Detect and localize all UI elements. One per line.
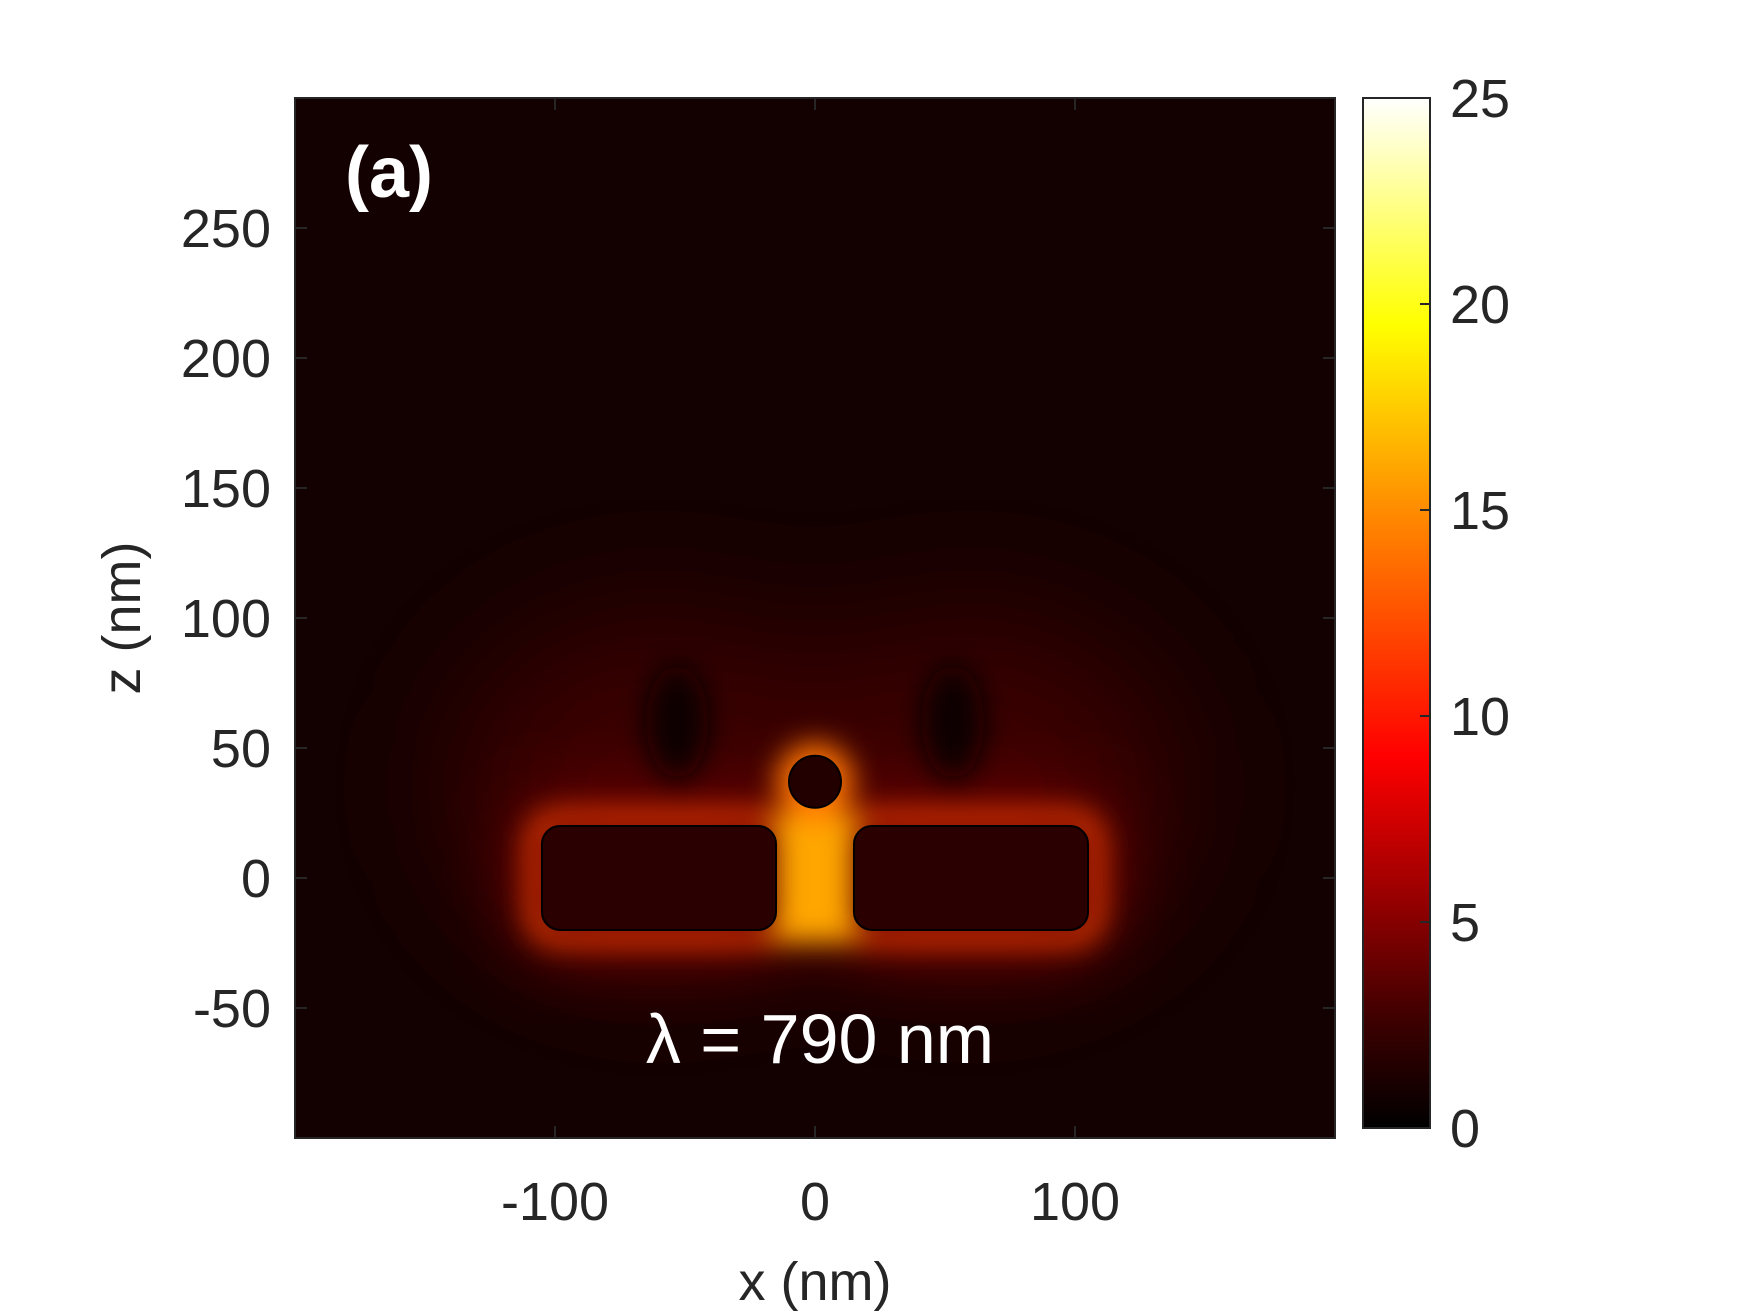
field-hotspots bbox=[527, 742, 1103, 945]
colorbar-ticks: 0 5 10 15 20 25 bbox=[1420, 69, 1510, 1159]
field-minima bbox=[646, 664, 984, 780]
colorbar: 0 5 10 15 20 25 bbox=[1362, 69, 1510, 1159]
nanoparticle bbox=[788, 754, 842, 809]
field-gap-hotspot bbox=[776, 813, 854, 943]
colorbar-fill bbox=[1362, 97, 1431, 1129]
colorbar-tick-label: 10 bbox=[1450, 687, 1510, 747]
y-tick-label: 200 bbox=[181, 329, 271, 389]
nanorod bbox=[541, 825, 777, 931]
heatmap-plot-area: -100 0 100 -50 0 50 100 150 200 250 bbox=[181, 97, 1336, 1232]
y-tick-label: 150 bbox=[181, 459, 271, 519]
x-tick-label: -100 bbox=[501, 1172, 609, 1232]
y-axis-label: z (nm) bbox=[92, 542, 152, 695]
nanorod bbox=[853, 825, 1089, 931]
y-tick-label: 100 bbox=[181, 589, 271, 649]
colorbar-tick-label: 25 bbox=[1450, 69, 1510, 129]
x-axis-ticks: -100 0 100 bbox=[501, 98, 1120, 1232]
x-tick-label: 0 bbox=[800, 1172, 830, 1232]
field-minimum bbox=[921, 664, 984, 780]
colorbar-tick-label: 0 bbox=[1450, 1099, 1480, 1159]
colorbar-tick-label: 5 bbox=[1450, 893, 1480, 953]
nanostructures bbox=[541, 754, 1089, 931]
panel-label: (a) bbox=[345, 133, 433, 213]
field-minimum bbox=[646, 664, 709, 780]
y-tick-label: 50 bbox=[211, 719, 271, 779]
x-axis-label: x (nm) bbox=[739, 1252, 892, 1312]
x-tick-label: 100 bbox=[1030, 1172, 1120, 1232]
colorbar-tick-label: 15 bbox=[1450, 481, 1510, 541]
heatmap-background bbox=[295, 98, 1335, 1138]
y-tick-label: 0 bbox=[241, 849, 271, 909]
colorbar-tick-label: 20 bbox=[1450, 275, 1510, 335]
y-tick-label: -50 bbox=[193, 979, 271, 1039]
wavelength-annotation: λ = 790 nm bbox=[646, 1000, 994, 1078]
y-tick-label: 250 bbox=[181, 199, 271, 259]
y-axis-ticks: -50 0 50 100 150 200 250 bbox=[181, 199, 1335, 1039]
